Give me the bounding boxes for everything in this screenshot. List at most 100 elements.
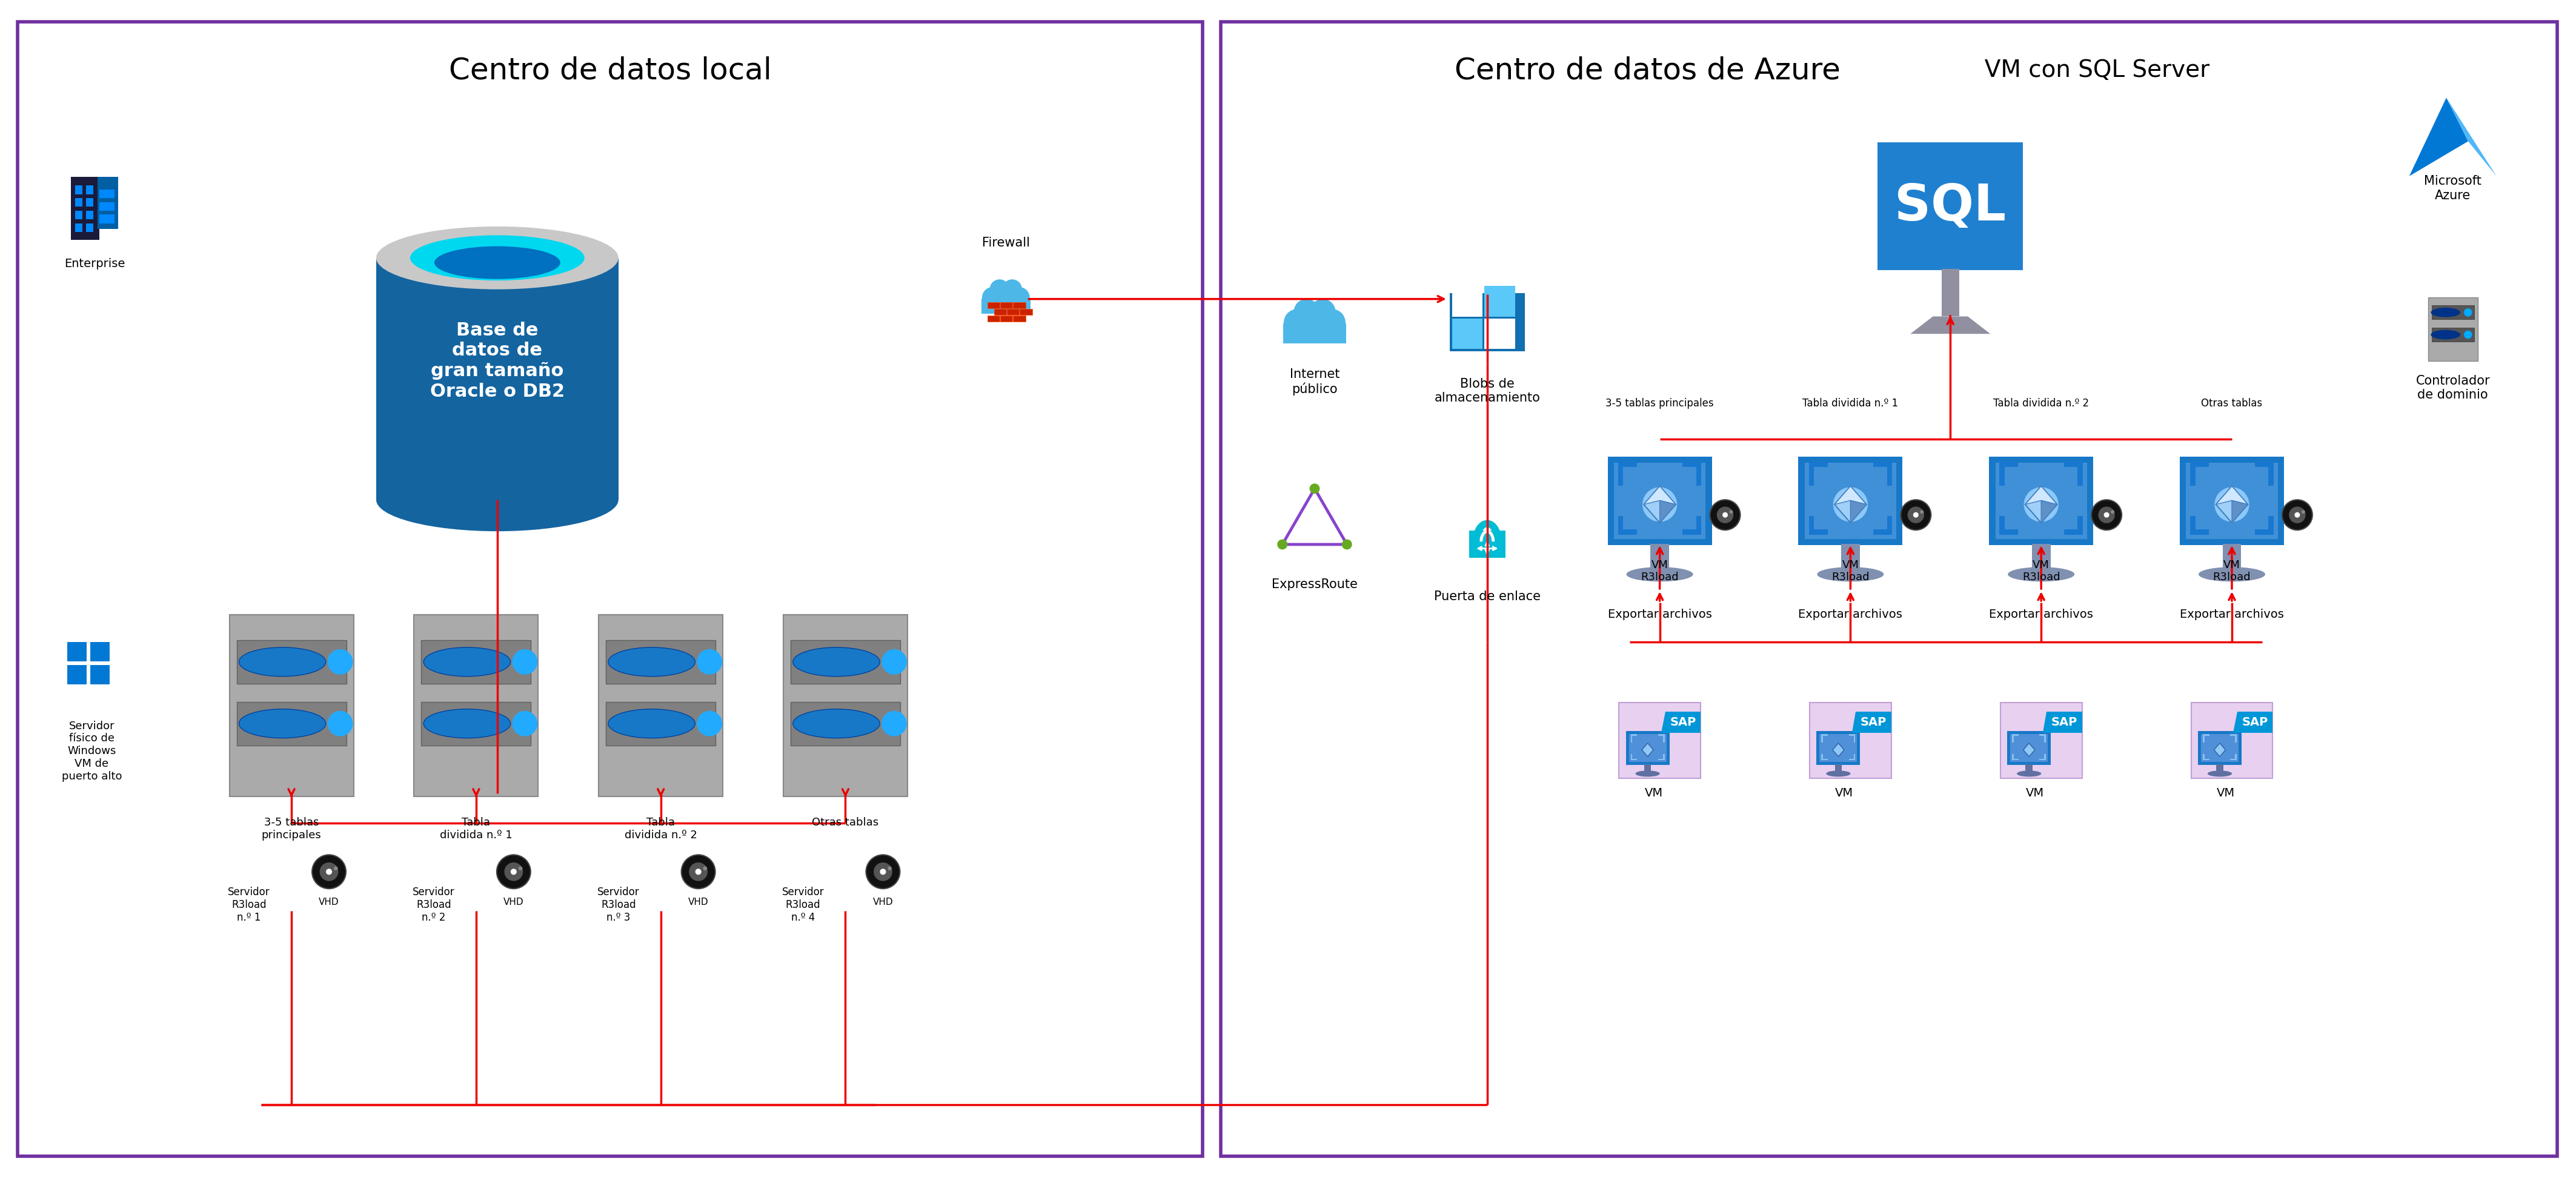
Bar	[2012, 759, 2020, 760]
Bar	[2254, 530, 2275, 535]
Bar	[1453, 319, 1481, 349]
Circle shape	[989, 279, 1010, 299]
Bar	[1659, 734, 1664, 736]
Polygon shape	[2025, 487, 2058, 523]
Bar	[1989, 457, 2094, 545]
Circle shape	[312, 855, 345, 888]
Circle shape	[513, 649, 538, 675]
Circle shape	[1914, 512, 1919, 517]
Bar	[2007, 732, 2050, 766]
Circle shape	[1919, 510, 1924, 514]
Bar	[2429, 297, 2478, 360]
Bar	[1808, 468, 1814, 485]
Ellipse shape	[2197, 567, 2264, 582]
Polygon shape	[1662, 712, 1700, 733]
Text: Tabla dividida n.º 2: Tabla dividida n.º 2	[1994, 398, 2089, 409]
Ellipse shape	[2432, 307, 2460, 317]
Bar	[18, 22, 1203, 1156]
Bar	[2025, 765, 2032, 774]
Text: VHD: VHD	[688, 898, 708, 907]
Text: VM
R3load: VM R3load	[1832, 560, 1870, 583]
Text: Servidor
R3load
n.º 3: Servidor R3load n.º 3	[598, 887, 639, 922]
Circle shape	[881, 649, 907, 675]
Bar	[72, 177, 100, 240]
Bar	[605, 702, 716, 746]
Circle shape	[1643, 488, 1677, 522]
Bar	[237, 640, 345, 683]
Bar	[2200, 734, 2239, 762]
Bar	[1816, 732, 1860, 766]
Polygon shape	[2215, 487, 2249, 523]
Bar	[1450, 293, 1525, 351]
Bar	[981, 298, 1030, 313]
Bar	[1999, 468, 2004, 485]
Bar	[1695, 468, 1700, 485]
Bar	[1012, 302, 1025, 309]
Bar	[1873, 530, 1893, 535]
Circle shape	[2290, 507, 2306, 523]
Bar	[2190, 462, 2210, 468]
Bar	[1878, 143, 2022, 270]
Text: Tabla
dividida n.º 1: Tabla dividida n.º 1	[440, 818, 513, 841]
Bar	[2202, 734, 2210, 736]
Bar	[1850, 734, 1855, 736]
Ellipse shape	[2007, 567, 2074, 582]
Text: SAP: SAP	[1860, 716, 1886, 728]
Bar	[1808, 516, 1814, 535]
Text: SAP: SAP	[1669, 716, 1695, 728]
Bar	[422, 640, 531, 683]
Text: Exportar archivos: Exportar archivos	[1798, 609, 1904, 621]
Text: VM
R3load: VM R3load	[1641, 560, 1680, 583]
Circle shape	[1901, 499, 1932, 530]
Bar	[1808, 530, 1826, 535]
Bar	[605, 640, 716, 683]
Ellipse shape	[2432, 330, 2460, 339]
Circle shape	[696, 710, 721, 736]
Bar	[2231, 759, 2236, 760]
Text: SQL: SQL	[1893, 181, 2007, 231]
Polygon shape	[1834, 487, 1868, 523]
Bar	[1808, 462, 1826, 468]
Circle shape	[1716, 507, 1734, 523]
Bar	[1834, 765, 1842, 774]
Bar	[2032, 544, 2050, 575]
Text: VM: VM	[1834, 787, 1855, 799]
Circle shape	[513, 710, 538, 736]
Bar	[1453, 286, 1481, 317]
Bar	[1221, 22, 2558, 1156]
Circle shape	[981, 287, 1002, 309]
Bar	[2432, 305, 2473, 319]
Bar	[1886, 516, 1893, 535]
Bar	[1798, 457, 1904, 545]
Bar	[100, 201, 113, 211]
Bar	[2215, 765, 2223, 774]
Circle shape	[1710, 499, 1741, 530]
Text: Firewall: Firewall	[981, 237, 1030, 249]
Circle shape	[866, 855, 899, 888]
Text: Enterprise: Enterprise	[64, 258, 126, 270]
Circle shape	[1002, 279, 1023, 299]
Polygon shape	[1852, 712, 1891, 733]
Text: VHD: VHD	[502, 898, 523, 907]
Bar	[2197, 732, 2241, 766]
Ellipse shape	[376, 469, 618, 531]
Bar	[1996, 463, 2087, 538]
Bar	[100, 214, 113, 223]
Circle shape	[889, 866, 891, 871]
Bar	[1283, 324, 1347, 344]
Bar	[237, 702, 345, 746]
Ellipse shape	[793, 709, 881, 739]
Bar	[2190, 516, 2195, 535]
Text: Microsoft
Azure: Microsoft Azure	[2424, 176, 2481, 201]
Polygon shape	[1641, 743, 1654, 756]
Polygon shape	[1659, 501, 1677, 523]
Ellipse shape	[1826, 770, 1850, 776]
Polygon shape	[2043, 712, 2081, 733]
Ellipse shape	[422, 709, 510, 739]
Bar	[791, 640, 899, 683]
Bar	[1873, 462, 1893, 468]
Bar	[1651, 544, 1669, 575]
Text: Exportar archivos: Exportar archivos	[2179, 609, 2285, 621]
Text: SAP: SAP	[2241, 716, 2267, 728]
Circle shape	[1728, 510, 1734, 514]
